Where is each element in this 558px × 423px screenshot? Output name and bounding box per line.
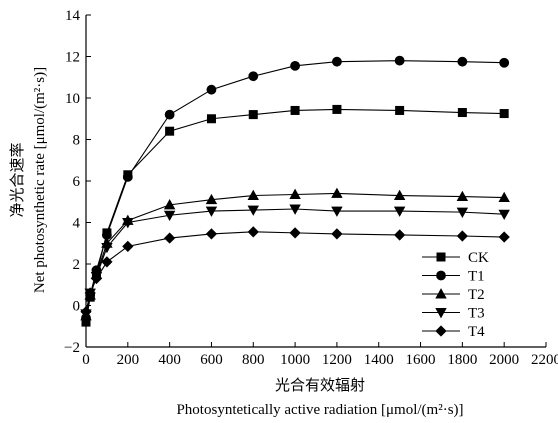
data-point-t4: [247, 226, 259, 238]
y-tick-label: 6: [73, 174, 81, 190]
legend-item-ck: CK: [422, 250, 489, 266]
data-point-t4: [122, 240, 134, 252]
data-point-t1: [122, 171, 133, 182]
data-point-ck: [290, 105, 300, 115]
data-point-t1: [290, 60, 300, 71]
data-point-ck: [165, 126, 175, 136]
data-point-ck: [332, 104, 342, 114]
y-tick-label: 14: [65, 8, 81, 24]
legend-marker: [435, 325, 447, 337]
y-tick-label: 12: [65, 50, 80, 66]
y-axis-label-en: Net photosynthetic rate [μmol/(m²·s)]: [32, 67, 48, 293]
data-point-ck: [457, 108, 467, 118]
data-point-t1: [394, 55, 405, 66]
x-tick-label: 1000: [280, 352, 310, 368]
data-point-t4: [331, 228, 343, 240]
legend-label: T2: [468, 287, 485, 303]
x-tick-label: 1200: [322, 352, 352, 368]
data-point-t2: [498, 191, 510, 203]
data-point-t4: [498, 231, 510, 243]
x-tick-label: 1800: [447, 352, 477, 368]
legend-marker: [436, 252, 446, 262]
data-point-t4: [394, 229, 406, 241]
data-point-t3: [205, 206, 218, 217]
x-axis-label-en: Photosyntetically active radiation [μmol…: [176, 402, 463, 418]
series-t4: [80, 226, 510, 318]
series-ck: [81, 104, 509, 327]
legend-label: T3: [468, 306, 485, 322]
legend-label: T1: [468, 269, 485, 285]
data-point-t1: [206, 84, 217, 95]
x-tick-label: 1400: [364, 352, 394, 368]
x-tick-label: 200: [117, 352, 140, 368]
data-point-t4: [80, 306, 92, 318]
legend-marker: [435, 308, 447, 319]
x-tick-label: 1600: [406, 352, 436, 368]
series-layer: [80, 55, 510, 327]
data-point-ck: [206, 114, 216, 124]
data-point-t1: [499, 57, 510, 68]
x-tick-label: 0: [82, 352, 90, 368]
legend-marker: [435, 288, 447, 299]
data-point-t4: [101, 256, 113, 268]
y-tick-label: 2: [73, 257, 81, 273]
legend-item-t4: T4: [422, 324, 485, 340]
y-tick-label: 10: [65, 91, 80, 107]
legend-item-t1: T1: [422, 269, 485, 285]
data-point-t2: [247, 189, 259, 200]
y-axis-label-cn: 净光合速率: [9, 142, 26, 217]
x-tick-label: 800: [242, 352, 265, 368]
data-point-t2: [163, 199, 176, 210]
data-point-t2: [456, 190, 469, 202]
data-point-t1: [164, 109, 175, 120]
data-point-ck: [248, 110, 258, 120]
legend-item-t2: T2: [422, 287, 485, 303]
x-tick-label: 400: [158, 352, 181, 368]
x-axis-label-cn: 光合有效辐射: [275, 377, 365, 394]
data-point-t4: [456, 230, 468, 242]
data-point-t1: [248, 71, 259, 82]
y-tick-label: 0: [73, 299, 81, 315]
x-tick-label: 600: [200, 352, 223, 368]
data-point-t3: [247, 205, 259, 216]
data-point-ck: [499, 109, 509, 119]
data-point-t4: [90, 272, 103, 285]
x-tick-label: 2200: [531, 352, 558, 368]
data-point-t4: [289, 227, 301, 239]
data-point-t2: [205, 193, 218, 205]
data-point-t4: [84, 287, 96, 299]
data-point-t3: [498, 209, 510, 221]
legend: CK T1 T2 T3 T4: [422, 250, 489, 340]
data-point-t3: [331, 206, 343, 217]
legend-marker: [436, 270, 446, 281]
data-point-t4: [164, 232, 176, 244]
y-tick-label: 4: [73, 216, 81, 232]
data-point-t2: [331, 187, 343, 198]
data-point-t3: [456, 207, 469, 218]
legend-label: T4: [468, 324, 485, 340]
data-point-t4: [205, 228, 218, 240]
data-point-ck: [395, 105, 405, 115]
data-point-t2: [393, 189, 406, 200]
data-point-t2: [289, 188, 301, 199]
data-point-t3: [101, 242, 113, 254]
data-point-t1: [457, 56, 468, 67]
data-point-t1: [332, 56, 342, 67]
legend-label: CK: [468, 250, 489, 266]
data-point-t3: [393, 206, 406, 217]
y-tick-label: 8: [73, 133, 81, 149]
data-point-t3: [122, 218, 134, 229]
data-point-t3: [289, 204, 301, 215]
x-tick-label: 2000: [489, 352, 519, 368]
y-tick-label: −2: [64, 340, 80, 356]
series-t3: [80, 204, 510, 320]
data-point-t3: [163, 210, 176, 222]
legend-item-t3: T3: [422, 306, 485, 322]
